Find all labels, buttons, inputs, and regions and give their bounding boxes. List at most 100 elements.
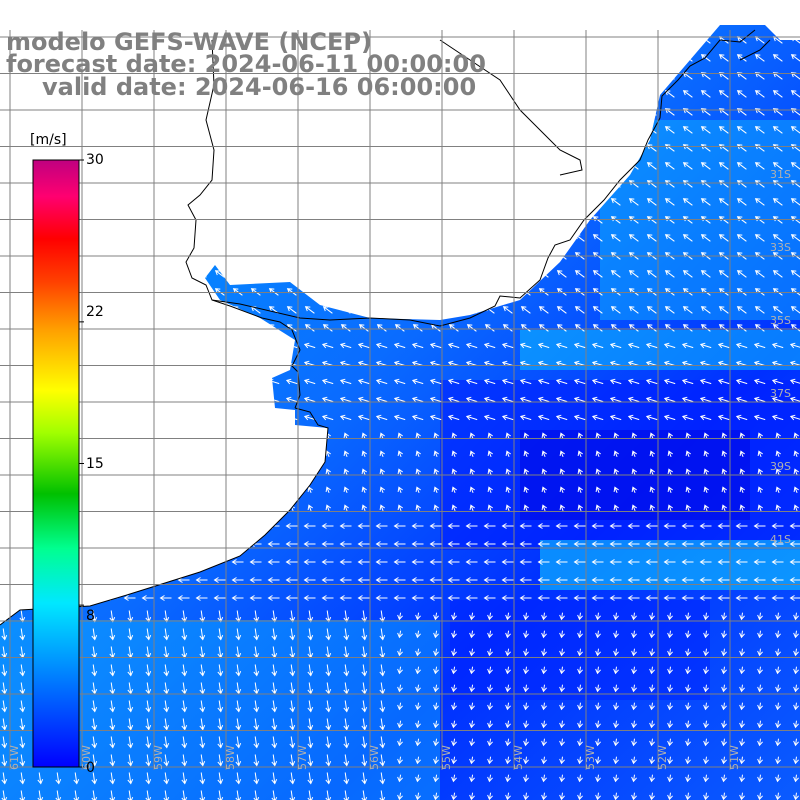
wind-arrow <box>721 468 727 475</box>
wind-arrow <box>466 198 477 206</box>
wind-arrow <box>214 198 225 206</box>
wind-arrow <box>574 54 585 62</box>
wind-arrow <box>523 648 529 657</box>
wind-arrow <box>358 144 369 152</box>
wind-arrow <box>142 126 153 134</box>
wind-arrow <box>232 126 243 134</box>
wind-arrow <box>772 234 783 242</box>
wind-arrow <box>163 718 170 731</box>
wind-arrow <box>754 234 765 242</box>
wind-arrow <box>232 270 243 278</box>
wind-arrow <box>487 792 493 800</box>
wind-arrow <box>487 666 493 675</box>
wind-arrow <box>537 559 550 565</box>
latitude-label: 35S <box>770 314 791 327</box>
wind-arrow <box>519 559 532 565</box>
wind-arrow <box>502 270 513 278</box>
wind-arrow <box>163 468 169 475</box>
wind-arrow <box>577 504 583 511</box>
wind-arrow <box>271 664 278 677</box>
wind-arrow <box>541 792 547 800</box>
wind-arrow <box>736 324 747 332</box>
wind-arrow <box>487 468 493 475</box>
wind-arrow <box>772 198 783 206</box>
wind-arrow <box>87 577 100 583</box>
wind-arrow <box>595 432 601 439</box>
wind-arrow <box>721 612 727 621</box>
wind-arrow <box>145 700 152 713</box>
wind-arrow <box>1 754 8 767</box>
wind-arrow <box>555 523 568 529</box>
wind-arrow <box>196 180 207 188</box>
wind-arrow <box>523 630 529 639</box>
wind-arrow <box>123 414 136 421</box>
wind-arrow <box>736 162 747 170</box>
wind-arrow <box>739 774 745 783</box>
wind-arrow <box>610 270 621 278</box>
wind-arrow <box>214 180 225 188</box>
wind-arrow <box>195 523 208 529</box>
wind-arrow <box>646 180 657 188</box>
wind-arrow <box>649 486 655 493</box>
wind-arrow <box>160 126 171 134</box>
wind-arrow <box>105 577 118 583</box>
wind-arrow <box>195 559 208 565</box>
wind-arrow <box>379 432 385 439</box>
wind-arrow <box>739 648 745 657</box>
wind-arrow <box>321 559 334 565</box>
wind-arrow <box>772 54 783 62</box>
wind-arrow <box>703 612 709 621</box>
wind-arrow <box>178 234 189 242</box>
wind-arrow <box>394 198 405 206</box>
wind-arrow <box>196 126 207 134</box>
latitude-labels: 31S 33S 35S 37S 39S 41S <box>770 168 791 546</box>
wind-arrow <box>322 126 333 134</box>
wind-arrow <box>664 90 675 98</box>
wind-arrow <box>322 198 333 206</box>
wind-arrow <box>628 270 639 278</box>
wind-arrow <box>343 772 350 785</box>
wind-arrow <box>793 432 799 439</box>
wind-arrow <box>628 180 639 188</box>
wind-arrow <box>736 144 747 152</box>
wind-arrow <box>433 720 439 729</box>
wind-arrow <box>0 378 10 385</box>
wind-arrow <box>16 180 27 188</box>
wind-arrow <box>466 324 477 332</box>
wind-arrow <box>519 414 532 421</box>
wind-arrow <box>379 736 386 749</box>
wind-arrow <box>663 342 676 349</box>
wind-arrow <box>394 306 405 314</box>
wind-arrow <box>538 54 549 62</box>
wind-arrow <box>574 90 585 98</box>
wind-arrow <box>127 432 133 439</box>
wind-arrow <box>15 559 28 565</box>
wind-arrow <box>286 306 297 314</box>
wind-arrow <box>358 270 369 278</box>
wind-arrow <box>250 234 261 242</box>
wind-arrow <box>793 612 799 621</box>
wind-arrow <box>754 324 765 332</box>
wind-arrow <box>88 270 99 278</box>
wind-arrow <box>447 523 460 529</box>
wind-arrow <box>394 180 405 188</box>
wind-arrow <box>357 396 370 403</box>
wind-arrow <box>289 700 296 713</box>
wind-arrow <box>538 144 549 152</box>
wind-arrow <box>307 664 314 677</box>
wind-arrow <box>106 306 117 314</box>
wind-arrow <box>145 468 151 475</box>
wind-arrow <box>754 198 765 206</box>
wind-arrow <box>483 541 496 547</box>
wind-arrow <box>772 144 783 152</box>
wind-arrow <box>178 198 189 206</box>
wind-arrow <box>304 234 315 242</box>
wind-arrow <box>429 414 442 421</box>
wind-arrow <box>393 342 406 349</box>
wind-arrow <box>685 792 691 800</box>
wind-arrow <box>88 324 99 332</box>
wind-arrow <box>718 90 729 98</box>
wind-arrow <box>196 324 207 332</box>
wind-arrow <box>753 414 766 421</box>
